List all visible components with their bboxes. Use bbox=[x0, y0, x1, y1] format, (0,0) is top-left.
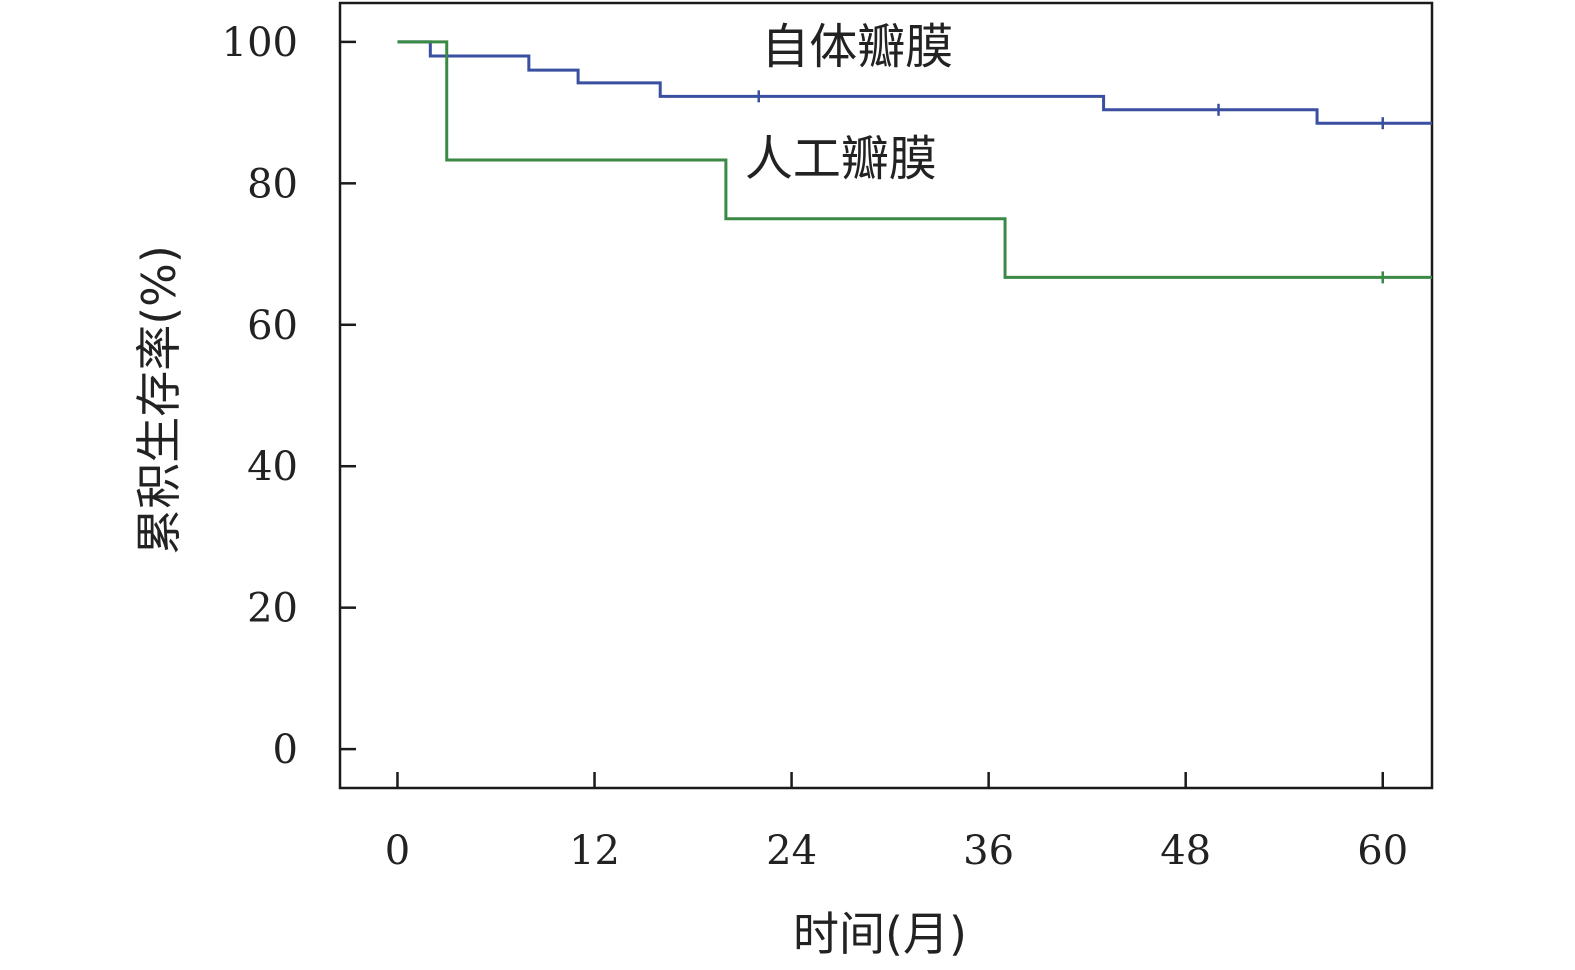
plot-frame bbox=[338, 1, 1434, 790]
x-tick-label: 60 bbox=[1357, 828, 1408, 874]
y-tick-label: 40 bbox=[247, 444, 298, 490]
x-tick-label: 24 bbox=[766, 828, 817, 874]
x-tick-label: 48 bbox=[1160, 828, 1211, 874]
y-tick-label: 80 bbox=[247, 161, 298, 207]
x-axis-title: 时间(月) bbox=[793, 907, 967, 961]
series-line-2 bbox=[397, 40, 1432, 279]
series-layer bbox=[397, 40, 1432, 284]
y-axis: 0 20 40 60 80 100 bbox=[222, 20, 356, 773]
series-label-1: 自体瓣膜 bbox=[761, 19, 953, 75]
x-axis: 0 12 24 36 48 60 bbox=[385, 772, 1408, 874]
y-tick-label: 60 bbox=[247, 303, 298, 349]
x-tick-label: 12 bbox=[569, 828, 620, 874]
x-tick-label: 0 bbox=[385, 828, 410, 874]
x-tick-label: 36 bbox=[963, 828, 1014, 874]
y-tick-label: 20 bbox=[247, 586, 298, 632]
series-label-2: 人工瓣膜 bbox=[745, 131, 937, 187]
y-tick-label: 0 bbox=[273, 727, 298, 773]
y-tick-label: 100 bbox=[222, 20, 298, 66]
y-axis-title: 累积生存率(%) bbox=[132, 245, 186, 555]
